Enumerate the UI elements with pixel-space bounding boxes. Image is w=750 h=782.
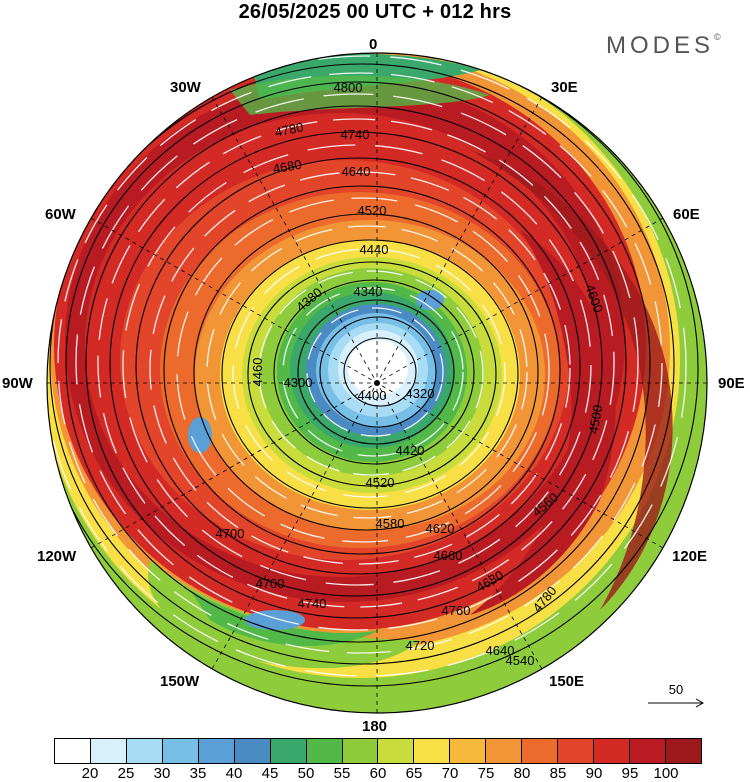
colorbar-swatch — [665, 739, 701, 763]
lon-label-120e: 120E — [672, 548, 708, 565]
contour-label: 4680 — [272, 157, 303, 177]
contour-label: 4780 — [273, 119, 304, 140]
contour-label: 4440 — [360, 242, 389, 257]
colorbar-tick-label: 25 — [117, 765, 135, 782]
colorbar-tick-label: 55 — [333, 765, 351, 782]
contour-label: 4640 — [342, 164, 371, 179]
colorbar-swatch — [342, 739, 379, 763]
colorbar-swatch — [594, 739, 630, 763]
colorbar-tick-label: 20 — [81, 765, 99, 782]
colorbar-labels: 20 25 30 35 40 45 50 55 60 65 70 75 80 85 90 95 100 — [54, 765, 702, 782]
colorbar-swatch — [162, 739, 199, 763]
wind-speed-field — [47, 53, 707, 713]
lon-label-150e: 150E — [549, 673, 585, 690]
contour-label: 4300 — [284, 375, 313, 390]
colorbar-tick-label: 65 — [405, 765, 423, 782]
wind-scale-value: 50 — [668, 682, 684, 697]
lon-label-60e: 60E — [673, 206, 700, 223]
contour-label: 4760 — [442, 603, 471, 618]
lon-label-60w: 60W — [45, 206, 76, 223]
colorbar-tick-label: 75 — [477, 765, 495, 782]
colorbar-tick-label: 45 — [261, 765, 279, 782]
arrow-right-icon — [648, 698, 705, 708]
lon-label-30e: 30E — [551, 79, 578, 96]
colorbar-swatch — [450, 739, 487, 763]
colorbar-swatch — [522, 739, 559, 763]
contour-label: 4540 — [506, 653, 535, 668]
colorbar — [54, 738, 702, 764]
colorbar-tick-label: 30 — [153, 765, 171, 782]
contour-label: 4520 — [358, 203, 387, 218]
brand-text: MODES — [606, 32, 715, 59]
colorbar-tick-label: 40 — [225, 765, 243, 782]
colorbar-swatch — [630, 739, 666, 763]
contour-label: 4700 — [216, 526, 245, 541]
brand-logo: MODES© — [606, 32, 721, 60]
lon-label-120w: 120W — [37, 548, 77, 565]
wind-streamlines — [47, 55, 687, 677]
colorbar-swatch — [198, 739, 235, 763]
colorbar-swatch — [306, 739, 343, 763]
colorbar-tick-label: 90 — [585, 765, 603, 782]
contour-label: 4740 — [341, 127, 370, 142]
contour-label: 4740 — [298, 596, 327, 611]
contour-label: 4420 — [396, 443, 425, 458]
colorbar-tick-label: 95 — [621, 765, 639, 782]
colorbar-swatch — [378, 739, 415, 763]
contour-label: 4400 — [358, 388, 387, 403]
contour-label: 4660 — [434, 548, 463, 563]
lon-label-150w: 150W — [160, 673, 200, 690]
lon-label-30w: 30W — [170, 79, 201, 96]
contour-label: 4640 — [486, 643, 515, 658]
colorbar-tick-label: 35 — [189, 765, 207, 782]
colorbar-swatch — [55, 739, 91, 763]
contour-label: 4340 — [354, 284, 383, 299]
colorbar-tick-label: 100 — [653, 765, 679, 782]
contour-label: 4620 — [426, 521, 455, 536]
pole-marker — [374, 380, 380, 386]
colorbar-swatch — [234, 739, 271, 763]
colorbar-swatch — [90, 739, 127, 763]
colorbar-tick-label: 50 — [297, 765, 315, 782]
contour-label: 4460 — [250, 358, 265, 387]
contour-label: 4700 — [256, 576, 285, 591]
colorbar-tick-label: 80 — [513, 765, 531, 782]
height-contours — [47, 53, 699, 687]
colorbar-tick-label: 60 — [369, 765, 387, 782]
colorbar-tick-label: 70 — [441, 765, 459, 782]
colorbar-swatch — [270, 739, 307, 763]
contour-label: 4320 — [406, 386, 435, 401]
colorbar-swatch — [414, 739, 451, 763]
lon-label-180: 180 — [362, 718, 388, 735]
map-title: 26/05/2025 00 UTC + 012 hrs — [238, 1, 512, 23]
lon-label-90w: 90W — [2, 375, 33, 392]
contour-label: 4720 — [406, 638, 435, 653]
lon-label-90e: 90E — [718, 375, 745, 392]
contour-label: 4800 — [334, 80, 363, 95]
map-boundary — [46, 52, 708, 714]
contour-label: 4500 — [586, 404, 606, 435]
lon-label-0: 0 — [369, 36, 378, 53]
wind-scale: 50 — [646, 682, 706, 712]
copyright-mark: © — [714, 32, 721, 42]
colorbar-swatch — [126, 739, 163, 763]
colorbar-swatch — [486, 739, 523, 763]
contour-label: 4520 — [366, 475, 395, 490]
colorbar-swatch — [558, 739, 595, 763]
contour-label: 4580 — [376, 516, 405, 531]
colorbar-tick-label: 85 — [549, 765, 567, 782]
